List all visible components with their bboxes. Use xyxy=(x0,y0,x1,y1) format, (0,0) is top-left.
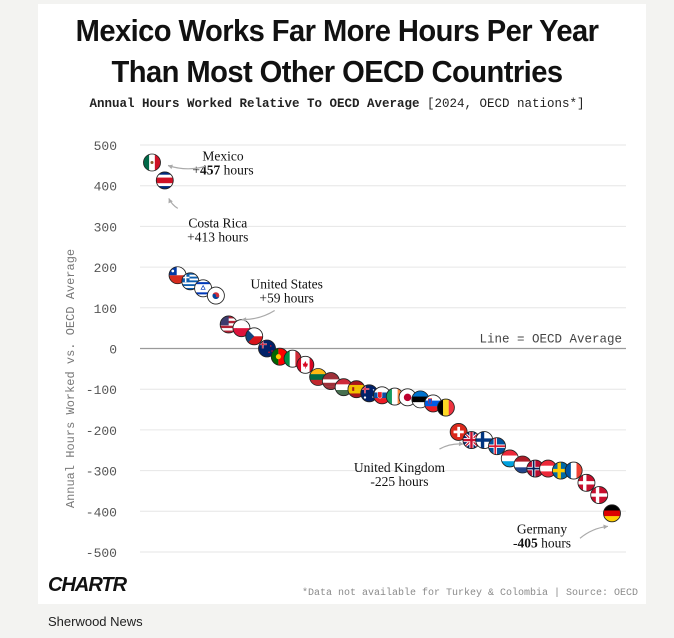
flag-point-switzerland xyxy=(449,423,468,441)
flag-point-costa-rica xyxy=(155,171,174,190)
subtitle-note: [2024, OECD nations*] xyxy=(427,97,585,111)
annotation-mexico-name: Mexico xyxy=(202,149,243,164)
oecd-average-label: Line = OECD Average xyxy=(479,333,622,347)
y-axis-label: Annual Hours Worked vs. OECD Average xyxy=(64,249,78,508)
annotation-germany-name: Germany xyxy=(517,521,567,536)
y-tick-label: -100 xyxy=(86,383,117,398)
annotation-united-kingdom-value: -225 hours xyxy=(370,474,428,489)
y-tick-label: 200 xyxy=(94,261,117,276)
chart-title: Mexico Works Far More Hours Per Year Tha… xyxy=(20,10,654,92)
flag-point-greece xyxy=(181,272,200,291)
brand-name: Sherwood News xyxy=(48,614,143,629)
y-tick-label: 100 xyxy=(94,302,117,317)
flag-point-poland xyxy=(232,319,251,338)
chart-subtitle: Annual Hours Worked Relative To OECD Ave… xyxy=(0,97,674,111)
chartr-logo: CHARTR xyxy=(48,574,127,596)
y-tick-label: -500 xyxy=(86,546,117,561)
flag-point-czech-republic xyxy=(245,327,264,346)
annotation-united-states-arrow xyxy=(241,309,275,321)
source-footnote: *Data not available for Turkey & Colombi… xyxy=(301,588,638,599)
subtitle-main: Annual Hours Worked Relative To OECD Ave… xyxy=(89,97,420,111)
y-tick-label: -300 xyxy=(86,465,117,480)
annotation-germany-value: -405 hours xyxy=(513,535,571,550)
y-tick-label: -200 xyxy=(86,424,117,439)
annotation-mexico-value: +457 hours xyxy=(192,163,253,178)
flag-point-slovakia xyxy=(373,386,391,405)
flag-point-denmark xyxy=(577,473,596,492)
y-tick-label: 400 xyxy=(94,180,117,195)
annotation-united-states-arrowhead xyxy=(241,317,247,322)
flag-point-canada xyxy=(296,355,315,374)
y-tick-label: -400 xyxy=(86,505,117,520)
annotation-united-states-name: United States xyxy=(250,276,322,291)
y-tick-label: 0 xyxy=(109,343,117,358)
flag-point-norway xyxy=(526,459,545,478)
flag-point-belgium xyxy=(436,398,455,417)
flag-point-united-kingdom xyxy=(462,431,481,450)
flag-point-denmark-ii xyxy=(590,486,609,504)
flag-point-germany xyxy=(603,504,621,523)
y-tick-label: 300 xyxy=(94,220,117,235)
title-line-1: Mexico Works Far More Hours Per Year xyxy=(75,13,599,48)
annotation-united-kingdom-arrowhead xyxy=(458,441,464,447)
chart-card xyxy=(38,4,646,604)
annotation-costa-rica-name: Costa Rica xyxy=(188,215,247,230)
annotation-united-kingdom-name: United Kingdom xyxy=(354,460,446,475)
annotation-costa-rica-arrowhead xyxy=(168,198,173,204)
flag-point-france xyxy=(564,461,583,480)
flag-point-sweden xyxy=(551,461,570,480)
flag-point-south-korea xyxy=(206,286,225,305)
title-line-2: Than Most Other OECD Countries xyxy=(111,54,564,89)
annotation-united-states-value: +59 hours xyxy=(259,290,314,305)
annotation-germany-arrowhead xyxy=(603,524,608,530)
flag-point-iceland xyxy=(488,437,506,456)
flag-point-mexico xyxy=(143,153,161,172)
flag-point-new-zealand xyxy=(258,339,276,358)
y-tick-label: 500 xyxy=(94,139,117,154)
annotation-mexico-arrowhead xyxy=(168,164,173,170)
annotation-costa-rica-value: +413 hours xyxy=(187,229,248,244)
